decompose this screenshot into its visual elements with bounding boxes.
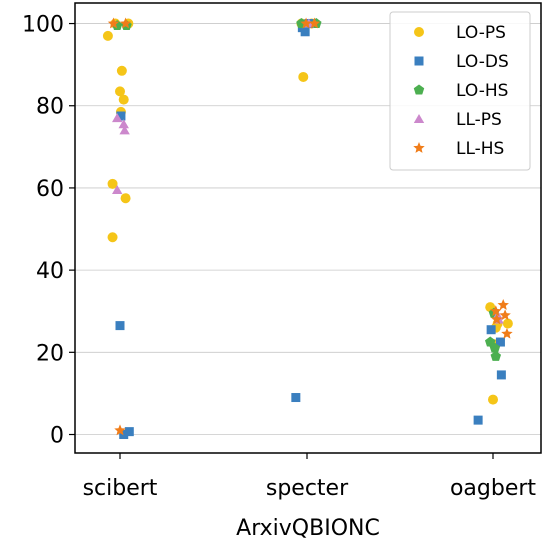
- y-tick-label: 40: [36, 259, 64, 284]
- data-point: [300, 17, 312, 29]
- data-point: [102, 30, 113, 41]
- legend: LO-PS LO-DS LO-HS LL-PS LL-HS: [389, 11, 531, 171]
- legend-label: LL-PS: [456, 110, 502, 130]
- y-tick-label: 60: [36, 177, 64, 202]
- data-point: [308, 17, 321, 29]
- data-point: [499, 309, 511, 321]
- data-point: [486, 325, 496, 335]
- data-point: [107, 232, 118, 243]
- legend-marker: [413, 114, 425, 123]
- legend-marker: [413, 142, 425, 153]
- data-point: [495, 337, 505, 347]
- data-point: [112, 184, 123, 194]
- legend-label: LO-DS: [456, 52, 509, 72]
- data-point: [119, 17, 132, 29]
- data-point: [116, 111, 126, 121]
- data-point: [502, 318, 513, 329]
- data-points: [102, 17, 513, 440]
- data-point: [115, 86, 125, 97]
- legend-marker: [414, 27, 424, 37]
- data-point: [489, 342, 501, 353]
- data-point: [484, 336, 496, 347]
- plot-frame: [74, 2, 542, 454]
- data-point: [490, 305, 502, 317]
- data-point: [118, 94, 129, 105]
- x-axis: scibert specter oagbert: [83, 453, 536, 501]
- data-point: [473, 415, 483, 425]
- data-point: [119, 125, 130, 135]
- data-point: [112, 113, 123, 123]
- data-point: [118, 119, 129, 129]
- x-tick-label: oagbert: [450, 476, 536, 501]
- data-point: [107, 17, 120, 29]
- data-point: [491, 313, 503, 325]
- data-point: [119, 430, 129, 440]
- data-point: [124, 427, 134, 437]
- data-point: [114, 424, 126, 436]
- y-tick-label: 0: [50, 424, 64, 449]
- data-point: [115, 321, 125, 331]
- data-point: [120, 193, 131, 204]
- data-point: [490, 350, 502, 361]
- data-point: [107, 178, 118, 189]
- legend-marker: [414, 56, 424, 66]
- series-ll-hs: [107, 17, 513, 436]
- legend-frame: [389, 11, 531, 171]
- data-point: [501, 327, 513, 339]
- x-axis-title: ArxivQBIONC: [236, 516, 380, 541]
- data-point: [291, 393, 301, 403]
- data-point: [488, 394, 498, 405]
- x-tick-label: scibert: [83, 476, 158, 501]
- x-tick-label: specter: [266, 476, 349, 501]
- data-point: [497, 299, 509, 310]
- legend-marker: [413, 84, 425, 95]
- data-point: [298, 71, 309, 82]
- legend-label: LL-HS: [456, 139, 504, 159]
- data-point: [116, 65, 127, 76]
- y-tick-label: 80: [36, 95, 64, 120]
- data-point: [300, 27, 310, 37]
- y-tick-label: 100: [22, 13, 64, 38]
- y-axis: 0 20 40 60 80 100: [22, 13, 75, 449]
- y-tick-label: 20: [36, 341, 64, 366]
- data-point: [496, 370, 506, 380]
- legend-label: LO-PS: [456, 23, 506, 43]
- legend-label: LO-HS: [456, 81, 508, 101]
